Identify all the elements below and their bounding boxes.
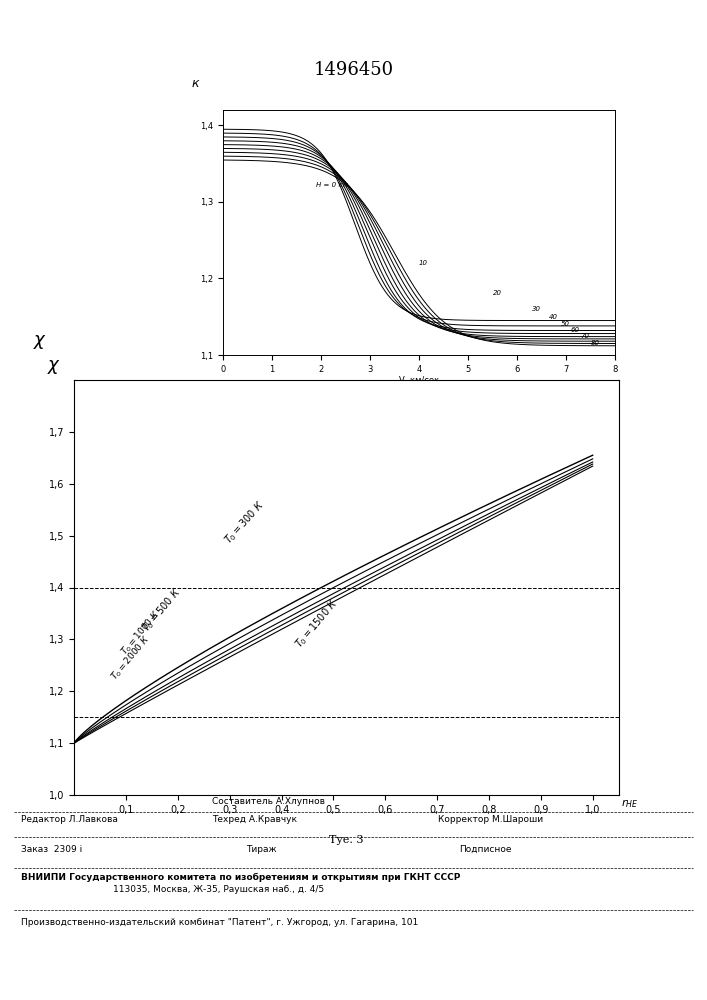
- Text: $r_{HE}$: $r_{HE}$: [621, 797, 638, 810]
- Text: H = 0 км: H = 0 км: [316, 182, 348, 188]
- Text: Производственно-издательский комбинат "Патент", г. Ужгород, ул. Гагарина, 101: Производственно-издательский комбинат "П…: [21, 918, 419, 927]
- Text: Составитель А.Хлупнов: Составитель А.Хлупнов: [212, 797, 325, 806]
- Text: $T_0 = 300$ К: $T_0 = 300$ К: [222, 498, 268, 547]
- Text: ВНИИПИ Государственного комитета по изобретениям и открытиям при ГКНТ СССР: ВНИИПИ Государственного комитета по изоб…: [21, 873, 460, 882]
- Text: 70: 70: [580, 333, 590, 339]
- Text: $T_0 = 1500$ К: $T_0 = 1500$ К: [292, 596, 341, 651]
- Text: 80: 80: [590, 340, 600, 346]
- Text: Техред А.Кравчук: Техред А.Кравчук: [212, 815, 297, 824]
- Text: 50: 50: [561, 321, 570, 327]
- Text: Заказ  2309 і: Заказ 2309 і: [21, 845, 83, 854]
- Text: 30: 30: [532, 306, 541, 312]
- Text: 60: 60: [571, 327, 580, 333]
- Text: 10: 10: [419, 260, 428, 266]
- Text: $T_0 = 2000$ К: $T_0 = 2000$ К: [108, 633, 153, 683]
- Text: 113035, Москва, Ж-35, Раушская наб., д. 4/5: 113035, Москва, Ж-35, Раушская наб., д. …: [113, 885, 325, 894]
- Text: Τуе. 3: Τуе. 3: [329, 835, 363, 845]
- Text: Тираж: Тираж: [246, 845, 277, 854]
- Text: Редактор Л.Лавкова: Редактор Л.Лавкова: [21, 815, 118, 824]
- Text: χ: χ: [33, 331, 44, 349]
- Text: Корректор М.Шароши: Корректор М.Шароши: [438, 815, 544, 824]
- Text: 20: 20: [493, 290, 501, 296]
- Text: к: к: [192, 77, 199, 90]
- Text: $T_0 = 500$ К: $T_0 = 500$ К: [139, 585, 184, 635]
- Text: 1496450: 1496450: [313, 61, 394, 79]
- Text: χ: χ: [47, 356, 59, 374]
- X-axis label: V, км/сек: V, км/сек: [399, 376, 439, 385]
- Text: Τуе. 2: Τуе. 2: [404, 402, 434, 411]
- Text: Подписное: Подписное: [460, 845, 512, 854]
- Text: $T_0 = 1000$ К: $T_0 = 1000$ К: [118, 608, 163, 658]
- Text: 40: 40: [549, 314, 558, 320]
